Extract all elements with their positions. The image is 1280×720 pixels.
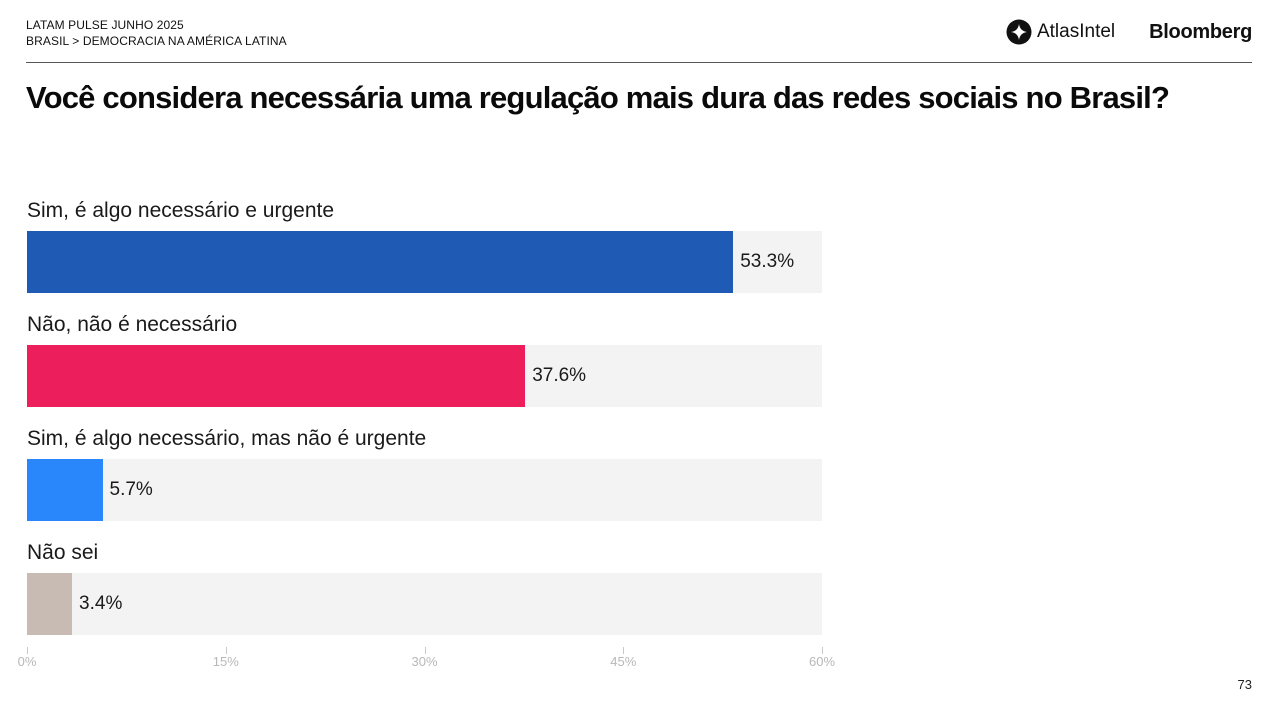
bar: [27, 459, 103, 521]
bar-category-label: Não sei: [27, 541, 99, 564]
report-series: LATAM PULSE JUNHO 2025: [26, 18, 184, 32]
atlasintel-logo-text: AtlasIntel: [1036, 21, 1116, 42]
x-axis-tick-label: 15%: [212, 654, 239, 669]
report-header: LATAM PULSE JUNHO 2025 BRASIL > DEMOCRAC…: [26, 17, 287, 49]
header-divider: [26, 62, 1252, 63]
bar-value-label: 5.7%: [109, 479, 153, 500]
atlasintel-logo: AtlasIntel: [1006, 19, 1115, 45]
bar-category-label: Sim, é algo necessário e urgente: [27, 199, 335, 222]
bar-track: 3.4%: [27, 573, 822, 635]
x-axis-tick-label: 60%: [808, 654, 836, 669]
x-axis-tick: [225, 647, 227, 654]
atlasintel-logo-icon: [1006, 19, 1032, 45]
bar-track: 5.7%: [27, 459, 822, 521]
x-axis-tick-label: 45%: [610, 654, 637, 669]
bar: [27, 231, 734, 293]
x-axis-tick-label: 30%: [411, 654, 438, 669]
bar-track: 37.6%: [27, 345, 822, 407]
bar-track: 53.3%: [27, 231, 822, 293]
chart-title: Você considera necessária uma regulação …: [26, 80, 1170, 115]
x-axis-tick: [27, 647, 28, 654]
bar-value-label: 37.6%: [532, 365, 587, 386]
logos: AtlasIntel Bloomberg: [1006, 18, 1252, 46]
bar-value-label: 3.4%: [79, 593, 123, 614]
x-axis-tick-label: 0%: [17, 654, 37, 669]
breadcrumb: BRASIL > DEMOCRACIA NA AMÉRICA LATINA: [26, 34, 287, 48]
bar-category-label: Sim, é algo necessário, mas não é urgent…: [27, 427, 427, 450]
bar: [27, 573, 73, 635]
x-axis-tick: [822, 647, 823, 654]
bar: [27, 345, 526, 407]
bloomberg-logo: Bloomberg: [1149, 20, 1252, 43]
bar-category-label: Não, não é necessário: [27, 313, 238, 336]
x-axis-tick: [623, 647, 625, 654]
bar-value-label: 53.3%: [740, 251, 795, 272]
page-number: 73: [1237, 677, 1252, 692]
x-axis-tick: [424, 647, 426, 654]
